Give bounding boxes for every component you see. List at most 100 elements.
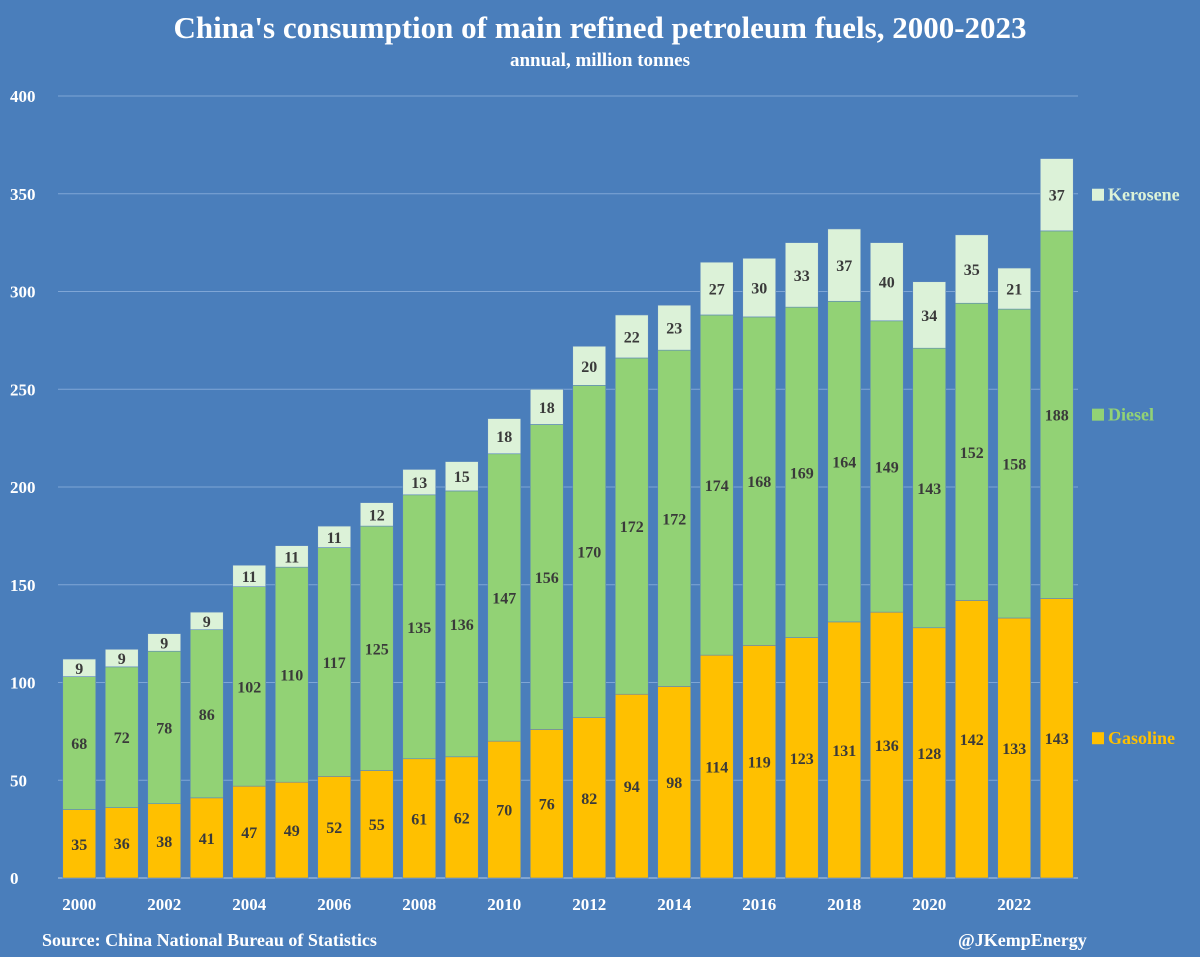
bar-kerosene-2017: [784, 242, 819, 308]
bar-kerosene-2023: [1039, 158, 1074, 232]
data-label: 158: [1002, 457, 1026, 474]
bar-kerosene-2011: [529, 388, 564, 425]
y-tick-label: 50: [10, 771, 27, 790]
x-tick-label: 2000: [62, 895, 96, 914]
data-labels: 35 68 9 36 72 9 38 78 9 41 86 9 47 102 11 49 110 11 52 117 1…: [71, 188, 1069, 854]
bar-diesel-2018: [827, 300, 862, 623]
data-label: 168: [747, 474, 771, 491]
data-label: 102: [237, 679, 261, 696]
bar-gasoline-2020: [912, 627, 947, 879]
data-label: 143: [1045, 731, 1069, 748]
y-tick-label: 400: [10, 87, 36, 106]
bar-kerosene-2016: [742, 257, 777, 318]
data-label: 41: [199, 831, 215, 848]
data-label: 135: [407, 620, 431, 637]
data-label: 12: [369, 507, 385, 524]
legend-swatch-gasoline: [1092, 732, 1104, 745]
data-label: 37: [836, 258, 852, 275]
bar-gasoline-2017: [784, 637, 819, 879]
data-label: 156: [535, 570, 559, 587]
y-tick-label: 300: [10, 283, 36, 302]
chart-title: China's consumption of main refined petr…: [173, 10, 1027, 45]
data-label: 78: [156, 720, 172, 737]
bar-gasoline-2014: [657, 686, 692, 879]
data-label: 30: [751, 281, 767, 298]
data-label: 36: [114, 836, 130, 853]
data-label: 23: [666, 321, 682, 338]
bar-diesel-2005: [274, 566, 309, 783]
bar-kerosene-2008: [402, 469, 437, 496]
bar-kerosene-2021: [954, 234, 989, 304]
bar-kerosene-2022: [997, 267, 1032, 310]
bar-diesel-2023: [1039, 230, 1074, 599]
bar-kerosene-2013: [614, 314, 649, 359]
data-label: 61: [411, 811, 427, 828]
data-label: 131: [832, 743, 856, 760]
data-label: 35: [71, 837, 87, 854]
bar-diesel-2014: [657, 349, 692, 687]
data-label: 72: [114, 730, 130, 747]
data-label: 15: [454, 469, 470, 486]
bar-gasoline-2005: [274, 781, 309, 879]
y-tick-label: 350: [10, 185, 36, 204]
x-tick-label: 2016: [742, 895, 776, 914]
data-label: 62: [454, 810, 470, 827]
data-label: 11: [327, 530, 342, 547]
bar-kerosene-2003: [189, 611, 224, 631]
bar-gasoline-2013: [614, 693, 649, 879]
data-label: 20: [581, 359, 597, 376]
legend-label-gasoline: Gasoline: [1108, 728, 1175, 748]
data-label: 110: [280, 668, 303, 685]
data-label: 174: [705, 478, 729, 495]
legend-swatch-diesel: [1092, 408, 1104, 421]
data-label: 76: [539, 797, 555, 814]
bar-gasoline-2022: [997, 617, 1032, 879]
x-tick-label: 2018: [827, 895, 861, 914]
bar-kerosene-2012: [572, 345, 607, 386]
bar-gasoline-2009: [444, 756, 479, 879]
bar-gasoline-2007: [359, 770, 394, 879]
bar-diesel-2012: [572, 385, 607, 718]
data-label: 125: [365, 641, 389, 658]
bar-diesel-2011: [529, 424, 564, 730]
bar-kerosene-2000: [62, 658, 97, 677]
bar-kerosene-2010: [487, 418, 522, 455]
data-label: 70: [496, 803, 512, 820]
y-tick-label: 150: [10, 576, 36, 595]
data-label: 164: [832, 455, 856, 472]
data-label: 136: [875, 738, 899, 755]
x-tick-label: 2006: [317, 895, 351, 914]
bar-kerosene-2014: [657, 304, 692, 351]
bar-gasoline-2018: [827, 621, 862, 879]
bar-kerosene-2002: [147, 633, 182, 652]
legend: Gasoline Diesel Kerosene: [1092, 185, 1180, 748]
bar-kerosene-2018: [827, 228, 862, 302]
bar-kerosene-2001: [104, 648, 139, 668]
data-label: 94: [624, 779, 640, 796]
data-label: 27: [709, 282, 725, 299]
legend-label-kerosene: Kerosene: [1108, 185, 1180, 205]
legend-label-diesel: Diesel: [1108, 405, 1154, 425]
data-label: 68: [71, 736, 87, 753]
bar-kerosene-2005: [274, 545, 309, 568]
x-tick-label: 2014: [657, 895, 692, 914]
legend-swatch-kerosene: [1092, 188, 1104, 201]
data-label: 37: [1049, 188, 1065, 205]
data-label: 34: [921, 308, 937, 325]
x-tick-label: 2008: [402, 895, 436, 914]
bar-diesel-2007: [359, 525, 394, 771]
bar-diesel-2013: [614, 357, 649, 695]
data-label: 114: [705, 760, 728, 777]
data-label: 143: [917, 481, 941, 498]
bar-kerosene-2007: [359, 502, 394, 527]
data-label: 11: [284, 549, 299, 566]
data-label: 136: [450, 617, 474, 634]
x-tick-label: 2002: [147, 895, 181, 914]
data-label: 47: [241, 825, 257, 842]
bar-kerosene-2019: [869, 242, 904, 322]
data-label: 33: [794, 268, 810, 285]
data-label: 35: [964, 262, 980, 279]
bar-gasoline-2010: [487, 740, 522, 879]
data-label: 49: [284, 823, 300, 840]
y-axis: 0 50 100 150 200 250 300 350 400: [10, 87, 36, 888]
